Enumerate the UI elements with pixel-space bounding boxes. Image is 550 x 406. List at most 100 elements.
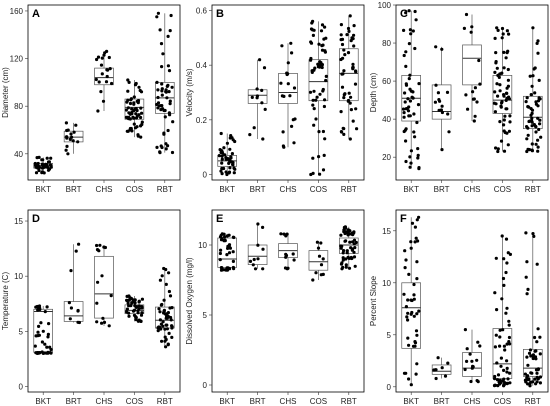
data-point xyxy=(346,51,351,55)
data-point xyxy=(438,99,442,103)
data-point xyxy=(49,156,53,160)
data-point xyxy=(137,85,141,89)
data-point xyxy=(129,296,133,300)
data-point xyxy=(156,326,160,330)
y-axis-title: Dissolved Oxygen (mg/l) xyxy=(185,257,194,344)
data-point xyxy=(507,129,511,133)
data-point xyxy=(445,90,450,94)
data-point xyxy=(530,111,534,115)
data-point xyxy=(401,107,406,111)
x-tick-label: COS xyxy=(126,185,143,194)
data-point xyxy=(321,129,325,134)
data-point xyxy=(127,116,131,120)
data-point xyxy=(498,378,502,382)
data-point xyxy=(402,111,406,115)
data-point xyxy=(536,145,540,149)
y-tick-label: 80 xyxy=(382,39,391,48)
data-point xyxy=(471,90,475,94)
data-point xyxy=(218,258,222,262)
data-point xyxy=(36,166,40,170)
data-point xyxy=(324,78,328,83)
data-point xyxy=(66,152,70,156)
data-point xyxy=(526,133,530,137)
x-tick-label: RBT xyxy=(525,397,541,406)
data-point xyxy=(156,11,160,15)
data-point xyxy=(289,41,293,45)
data-point xyxy=(343,231,347,236)
data-point xyxy=(439,108,443,112)
x-tick-label: CHS xyxy=(464,185,481,194)
data-point xyxy=(353,246,357,250)
data-point xyxy=(36,305,41,310)
data-point xyxy=(417,215,421,219)
data-point xyxy=(508,120,512,124)
data-point xyxy=(138,88,142,93)
data-point xyxy=(227,233,231,237)
data-point xyxy=(524,231,528,235)
data-point xyxy=(311,28,315,32)
data-point xyxy=(346,26,351,31)
data-point xyxy=(506,84,510,88)
data-point xyxy=(504,98,508,102)
data-point xyxy=(525,96,529,100)
data-point xyxy=(222,232,226,236)
data-point xyxy=(524,100,528,104)
data-point xyxy=(107,55,111,60)
data-point xyxy=(322,153,326,157)
y-tick-label: 10 xyxy=(198,241,207,250)
data-point xyxy=(320,48,325,52)
data-point xyxy=(323,137,327,141)
data-point xyxy=(109,294,113,298)
data-point xyxy=(500,297,504,301)
data-point xyxy=(218,251,222,256)
data-point xyxy=(464,12,469,17)
data-point xyxy=(33,344,37,348)
y-tick-label: 15 xyxy=(14,217,23,226)
data-point xyxy=(320,65,324,70)
data-point xyxy=(414,236,418,240)
data-point xyxy=(321,168,326,172)
data-point xyxy=(528,74,532,78)
data-point xyxy=(220,172,224,176)
data-point xyxy=(534,130,538,134)
data-point xyxy=(537,78,541,82)
data-point xyxy=(171,120,175,124)
data-point xyxy=(508,371,512,375)
data-point xyxy=(498,120,502,124)
data-point xyxy=(504,56,508,60)
data-point xyxy=(34,351,38,355)
data-point xyxy=(339,110,343,114)
data-point xyxy=(414,18,418,22)
data-point xyxy=(469,379,473,384)
data-point xyxy=(139,106,143,110)
data-point xyxy=(502,257,506,261)
data-point xyxy=(499,139,504,143)
data-point xyxy=(347,266,352,270)
data-point xyxy=(352,24,356,28)
data-point xyxy=(500,100,504,104)
data-point xyxy=(347,29,351,33)
data-point xyxy=(159,322,163,326)
data-point xyxy=(105,74,109,79)
data-point xyxy=(314,271,318,275)
data-point xyxy=(465,359,469,363)
data-point xyxy=(124,108,128,112)
x-tick-label: BKT xyxy=(35,185,51,194)
data-point xyxy=(101,316,105,320)
data-point xyxy=(343,92,347,96)
data-point xyxy=(167,69,172,73)
data-point xyxy=(164,345,168,349)
data-point xyxy=(446,361,450,365)
data-point xyxy=(319,29,324,33)
data-point xyxy=(416,239,420,243)
data-point xyxy=(409,32,413,36)
data-point xyxy=(496,149,500,154)
data-point xyxy=(536,104,540,108)
data-point xyxy=(160,104,164,108)
data-point xyxy=(407,9,411,13)
data-point xyxy=(134,112,138,116)
data-point xyxy=(470,25,474,29)
data-point xyxy=(341,265,345,269)
data-point xyxy=(352,250,356,254)
data-point xyxy=(125,307,129,311)
